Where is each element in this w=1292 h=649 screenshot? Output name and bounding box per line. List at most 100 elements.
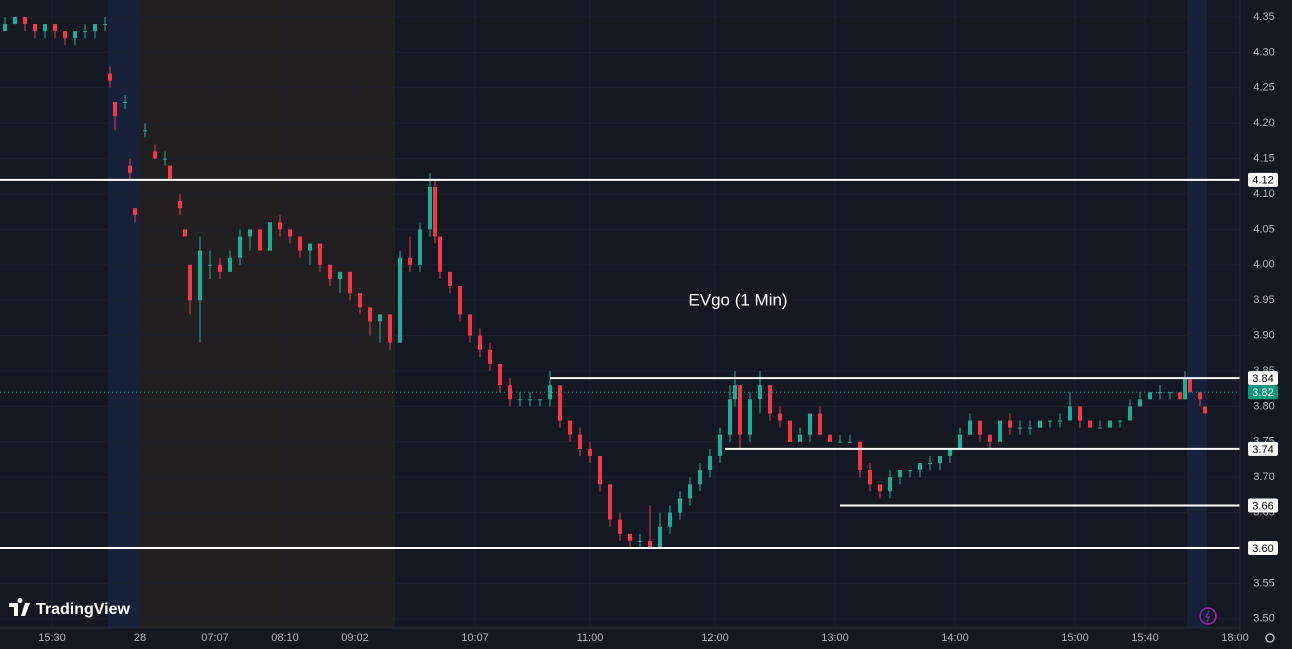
candle-body <box>43 24 47 32</box>
candle-body <box>708 455 712 471</box>
settings-icon[interactable] <box>1265 633 1275 643</box>
candle-body <box>988 434 992 442</box>
candle-body <box>948 448 952 456</box>
candle-body <box>733 385 737 400</box>
candle-body <box>208 264 212 266</box>
candle-body <box>738 385 742 435</box>
candle-body <box>308 243 312 251</box>
y-tick-label: 3.80 <box>1253 400 1274 412</box>
candle-body <box>73 31 77 39</box>
candle-body <box>908 470 912 472</box>
candle-body <box>433 186 437 237</box>
candle-body <box>1048 420 1052 422</box>
candle-body <box>618 519 622 534</box>
candle-body <box>1108 420 1112 428</box>
level-tag <box>1248 371 1278 386</box>
candle-body <box>508 385 512 400</box>
candle-body <box>688 484 692 499</box>
session-shade <box>108 0 140 628</box>
y-tick-label: 4.20 <box>1253 117 1274 129</box>
x-tick-label: 18:00 <box>1221 632 1249 644</box>
candle-body <box>428 186 432 230</box>
candle-body <box>958 434 962 449</box>
level-label: 3.66 <box>1252 500 1273 512</box>
candle-body <box>1038 420 1042 428</box>
candle-body <box>268 222 272 251</box>
x-tick-label: 09:02 <box>341 632 369 644</box>
alert-icon[interactable] <box>1199 607 1217 625</box>
candle-body <box>53 24 57 32</box>
candle-body <box>1068 406 1072 421</box>
x-tick-label: 15:30 <box>38 632 66 644</box>
candle-body <box>658 526 662 548</box>
candle-body <box>838 441 842 443</box>
candle-body <box>448 271 452 287</box>
candle-body <box>848 441 852 443</box>
logo: TradingView <box>9 598 131 618</box>
x-tick-label: 14:00 <box>941 632 969 644</box>
candle-body <box>998 420 1002 442</box>
candle-body <box>528 399 532 401</box>
x-tick-label: 10:07 <box>461 632 489 644</box>
candle-body <box>198 250 202 301</box>
level-label: 3.60 <box>1252 543 1273 555</box>
candle-body <box>63 31 67 39</box>
y-tick-label: 3.50 <box>1253 613 1274 625</box>
candle-body <box>33 24 37 32</box>
level-label: 3.84 <box>1252 373 1273 385</box>
candle-body <box>1028 427 1032 429</box>
candle-body <box>248 229 252 237</box>
candle-body <box>488 349 492 364</box>
candle-body <box>668 512 672 527</box>
candle-body <box>1078 406 1082 421</box>
candle-body <box>558 385 562 421</box>
candle-body <box>768 385 772 414</box>
candle-body <box>578 434 582 449</box>
candle-body <box>1178 392 1182 400</box>
candle-body <box>83 31 87 33</box>
candle-body <box>338 271 342 279</box>
candle-body <box>1138 399 1142 407</box>
candle-body <box>778 413 782 421</box>
overlays: 3.503.553.603.653.703.753.803.853.903.95… <box>0 11 1278 644</box>
x-tick-label: 08:10 <box>271 632 299 644</box>
alert-icon <box>1204 610 1210 623</box>
y-tick-label: 4.25 <box>1253 82 1274 94</box>
candle-body <box>288 229 292 237</box>
candle-body <box>298 236 302 251</box>
candle-body <box>228 257 232 272</box>
candle-body <box>1168 392 1172 394</box>
candle-body <box>1203 406 1207 414</box>
candle-body <box>828 434 832 442</box>
candle-body <box>1128 406 1132 421</box>
candle-body <box>418 229 422 265</box>
candle-body <box>698 470 702 485</box>
candle-body <box>378 314 382 322</box>
candle-body <box>143 130 147 132</box>
candle-body <box>878 484 882 492</box>
y-tick-label: 3.55 <box>1253 577 1274 589</box>
session-shade <box>1187 0 1207 628</box>
y-tick-label: 4.15 <box>1253 152 1274 164</box>
candle-body <box>518 399 522 401</box>
candle-body <box>183 229 187 237</box>
candle-body <box>818 413 822 435</box>
candle-body <box>978 420 982 435</box>
y-tick-label: 3.95 <box>1253 294 1274 306</box>
level-tag <box>1248 540 1278 555</box>
level-tag <box>1248 441 1278 456</box>
candle-body <box>498 363 502 386</box>
y-tick-label: 4.30 <box>1253 46 1274 58</box>
candle-body <box>188 264 192 301</box>
candle-body <box>458 286 462 315</box>
x-tick-label: 11:00 <box>577 632 604 644</box>
candles <box>3 16 1207 548</box>
candle-body <box>178 201 182 209</box>
y-tick-label: 4.05 <box>1253 223 1274 235</box>
candle-body <box>218 264 222 272</box>
x-tick-label: 07:07 <box>201 632 229 644</box>
candle-body <box>108 73 112 81</box>
x-tick-label: 13:00 <box>821 632 849 644</box>
x-tick-label: 15:40 <box>1131 632 1159 644</box>
candle-body <box>388 314 392 343</box>
